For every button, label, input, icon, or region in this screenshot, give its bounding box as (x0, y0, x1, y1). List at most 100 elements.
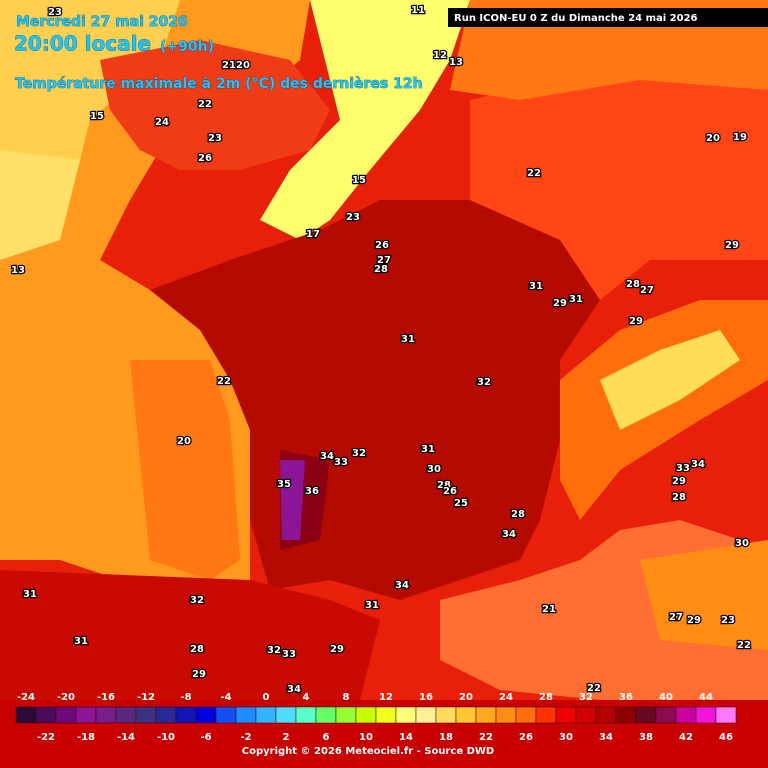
temperature-label: 13 (449, 57, 463, 68)
legend-label: -10 (157, 732, 175, 743)
temperature-label: 22 (737, 640, 751, 651)
legend-label: 4 (303, 692, 310, 703)
legend-swatch (395, 706, 417, 724)
hottest-zone (280, 460, 305, 540)
legend-swatch (555, 706, 577, 724)
temperature-label: 28 (626, 279, 640, 290)
temperature-label: 31 (23, 589, 37, 600)
temperature-label: 28 (190, 644, 204, 655)
legend-swatch (635, 706, 657, 724)
temperature-label: 32 (190, 595, 204, 606)
legend-swatch (455, 706, 477, 724)
legend-swatch (435, 706, 457, 724)
legend-swatch (675, 706, 697, 724)
copyright: Copyright © 2026 Meteociel.fr - Source D… (242, 746, 494, 757)
temperature-label: 20 (706, 133, 720, 144)
legend-swatch (275, 706, 297, 724)
temperature-label: 28 (511, 509, 525, 520)
legend-swatch (155, 706, 177, 724)
temperature-label: 29 (725, 240, 739, 251)
temperature-label: 12 (433, 50, 447, 61)
legend-label: -8 (180, 692, 191, 703)
legend-swatch (335, 706, 357, 724)
legend-swatch (475, 706, 497, 724)
uk-land (100, 40, 330, 170)
temperature-label: 30 (735, 538, 749, 549)
temperature-label: 11 (411, 5, 425, 16)
legend-label: 34 (599, 732, 613, 743)
legend-label: 28 (539, 692, 553, 703)
legend-label: -24 (17, 692, 35, 703)
temperature-label: 15 (90, 111, 104, 122)
temperature-label: 25 (454, 498, 468, 509)
legend-label: 10 (359, 732, 373, 743)
temperature-label: 31 (365, 600, 379, 611)
legend-label: -12 (137, 692, 155, 703)
temperature-label: 22 (198, 99, 212, 110)
temperature-label: 33 (676, 463, 690, 474)
temperature-label: 21 (222, 60, 236, 71)
legend-label: 44 (699, 692, 713, 703)
legend-swatch (115, 706, 137, 724)
legend-swatch (355, 706, 377, 724)
temperature-label: 29 (672, 476, 686, 487)
legend-swatch (595, 706, 617, 724)
legend-swatch (235, 706, 257, 724)
legend-swatch (175, 706, 197, 724)
legend-label: -20 (57, 692, 75, 703)
temperature-label: 17 (306, 229, 320, 240)
legend-label: 36 (619, 692, 633, 703)
temperature-label: 29 (553, 298, 567, 309)
legend-swatch (375, 706, 397, 724)
run-info: Run ICON-EU 0 Z du Dimanche 24 mai 2026 (454, 13, 698, 24)
temperature-label: 34 (287, 684, 301, 695)
alps-cool (600, 330, 740, 430)
temperature-label: 23 (48, 7, 62, 18)
temperature-label: 31 (401, 334, 415, 345)
temperature-label: 27 (669, 612, 683, 623)
legend-label: 24 (499, 692, 513, 703)
temperature-label: 26 (375, 240, 389, 251)
legend-swatch (615, 706, 637, 724)
legend-label: 26 (519, 732, 533, 743)
time: 20:00 locale (14, 32, 151, 56)
temperature-label: 34 (502, 529, 516, 540)
legend-swatch (575, 706, 597, 724)
legend-label: 6 (323, 732, 330, 743)
temperature-label: 21 (542, 604, 556, 615)
legend-label: 32 (579, 692, 593, 703)
temperature-label: 20 (236, 60, 250, 71)
legend-swatch (315, 706, 337, 724)
temperature-label: 22 (587, 683, 601, 694)
temperature-label: 31 (74, 636, 88, 647)
temperature-label: 27 (377, 255, 391, 266)
legend-label: 42 (679, 732, 693, 743)
temperature-label: 34 (691, 459, 705, 470)
temperature-label: 28 (374, 264, 388, 275)
legend-swatch (95, 706, 117, 724)
lead-time: (+90h) (160, 39, 214, 55)
temperature-label: 36 (305, 486, 319, 497)
temperature-label: 34 (395, 580, 409, 591)
temperature-label: 13 (11, 265, 25, 276)
legend-swatch (295, 706, 317, 724)
legend-label: 22 (479, 732, 493, 743)
temperature-label: 28 (672, 492, 686, 503)
legend-label: -6 (200, 732, 211, 743)
legend-label: 12 (379, 692, 393, 703)
temperature-label: 35 (277, 479, 291, 490)
temperature-label: 33 (334, 457, 348, 468)
legend-swatch (715, 706, 737, 724)
legend-label: 18 (439, 732, 453, 743)
temperature-label: 20 (177, 436, 191, 447)
legend-swatch (695, 706, 717, 724)
temperature-label: 23 (721, 615, 735, 626)
temperature-label: 34 (320, 451, 334, 462)
legend-swatch (495, 706, 517, 724)
run-banner (448, 8, 768, 27)
legend-swatch (35, 706, 57, 724)
legend-label: 16 (419, 692, 433, 703)
temperature-label: 32 (267, 645, 281, 656)
